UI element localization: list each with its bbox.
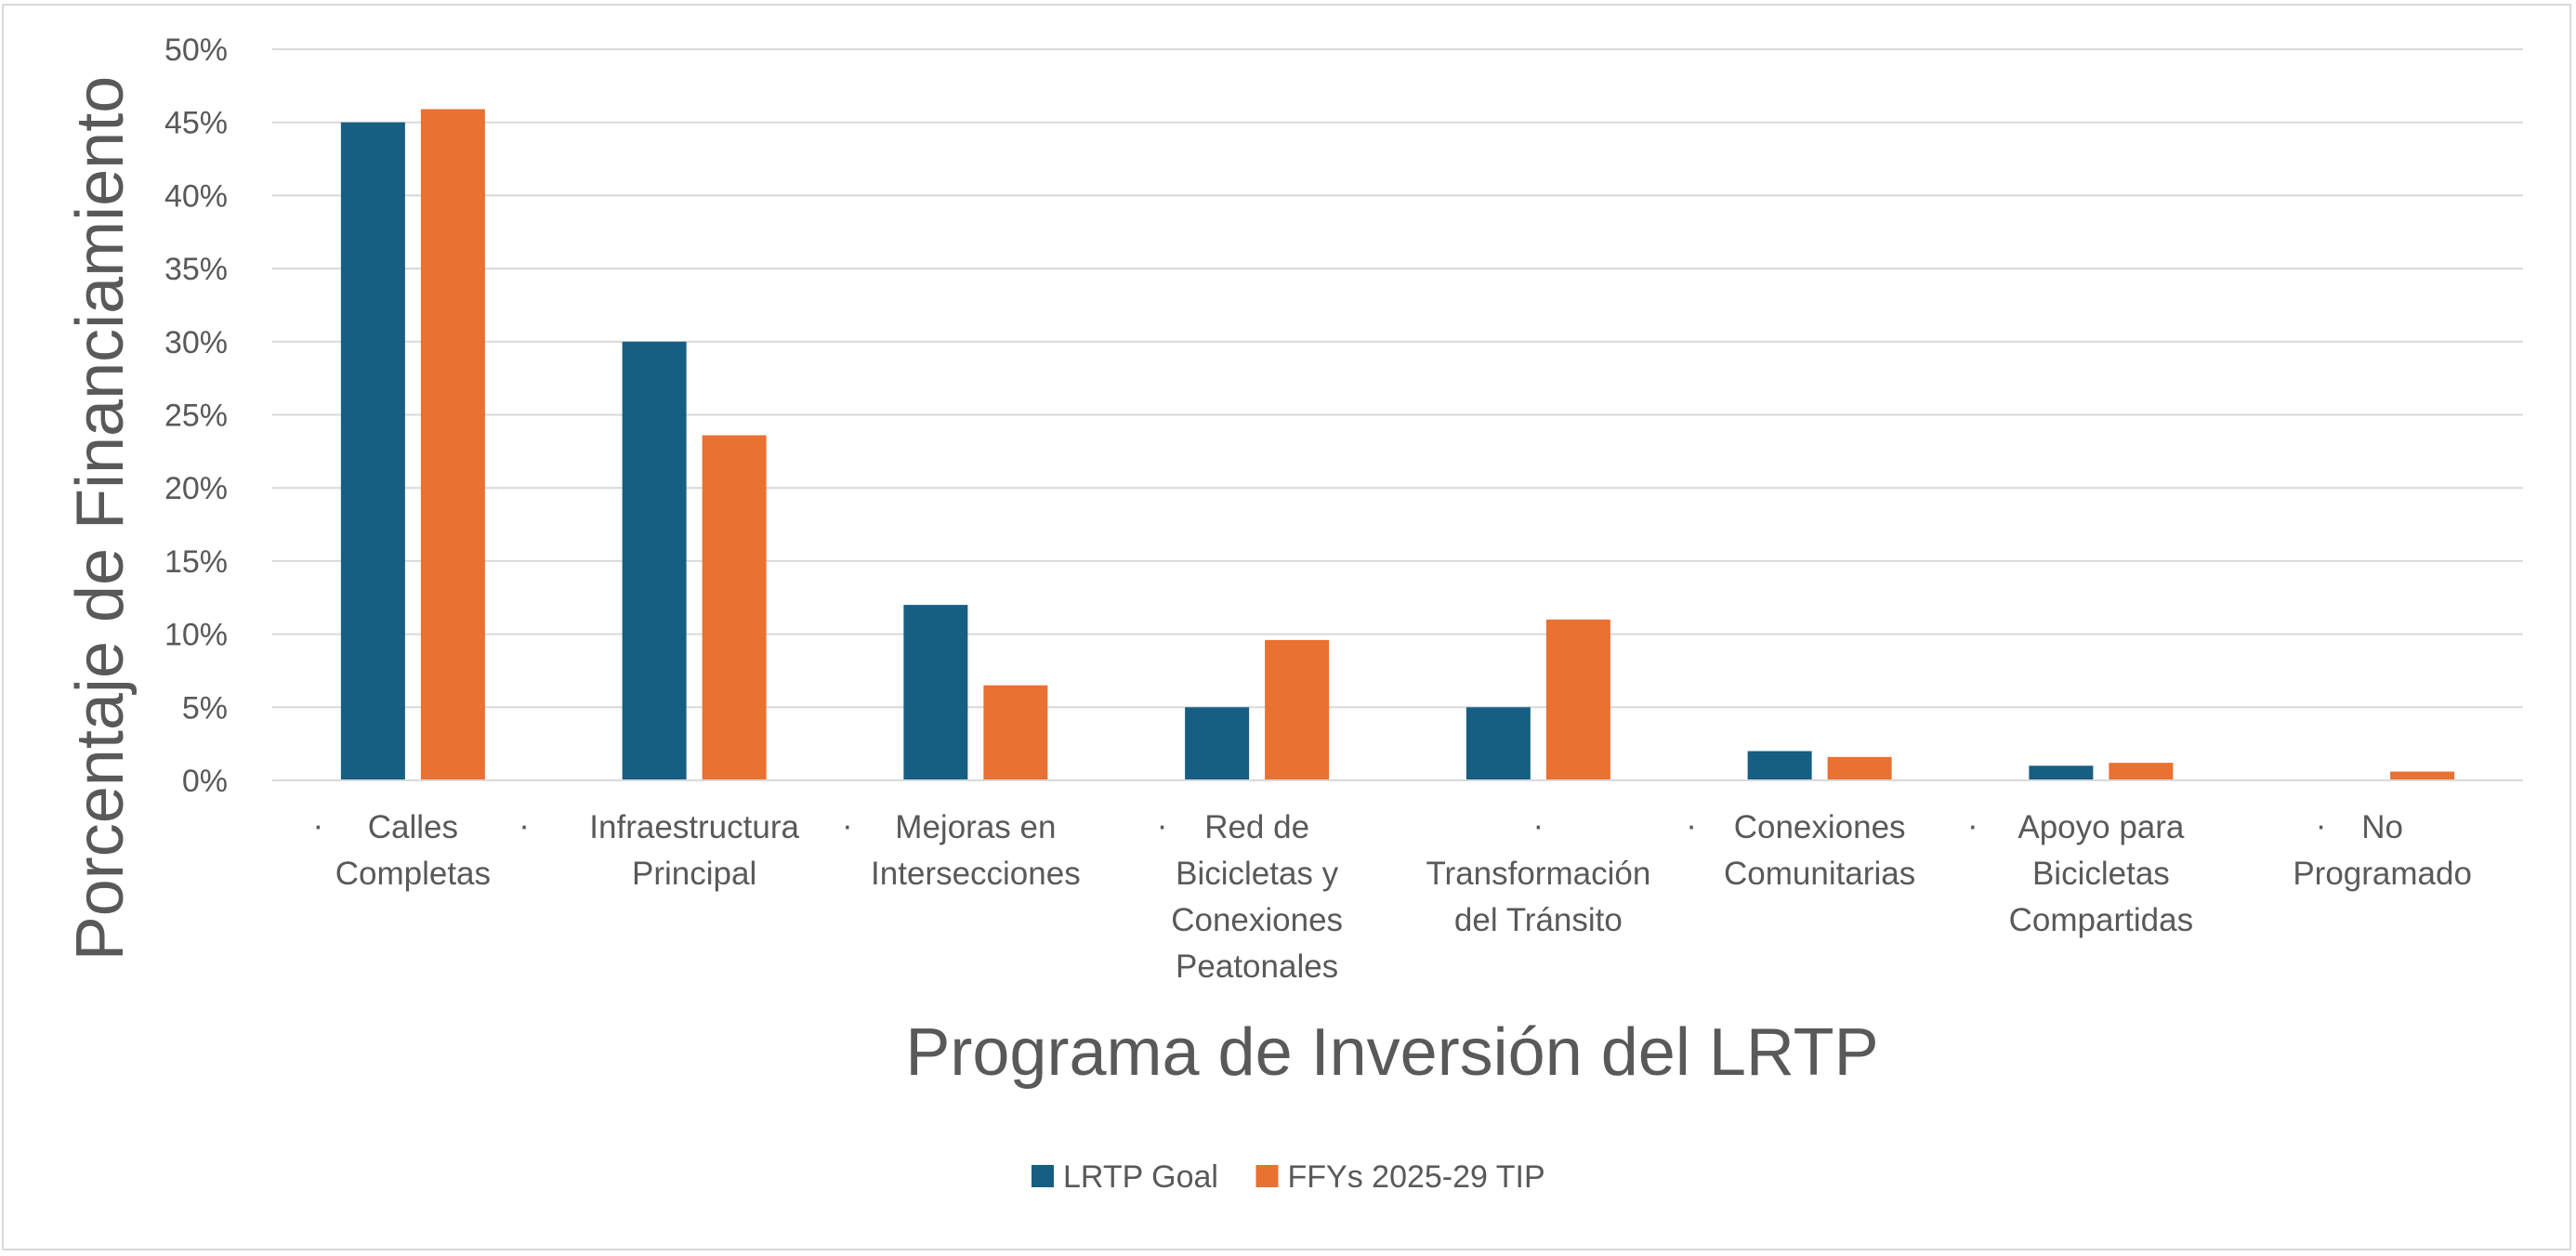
bar-ffys-tip-0 <box>420 109 485 780</box>
y-axis-tick-labels: 0% 5% 10% 15% 20% 25% 30% 35% 40% 45% 50% <box>164 33 228 799</box>
category-bullet: · <box>1686 807 1697 844</box>
bar-ffys-tip-3 <box>1265 639 1330 780</box>
category-bullet: · <box>2316 807 2327 844</box>
category-bullet: · <box>1533 807 1544 844</box>
category-labels: Calles Completas · Infraestructura Principal… <box>313 807 2472 985</box>
category-label-line: Programado <box>2293 856 2472 892</box>
bar-lrtp-goal-0 <box>340 122 405 780</box>
category-label-line: Mejoras en <box>895 809 1056 845</box>
category-label-line: Infraestructura <box>589 809 799 845</box>
bar-lrtp-goal-4 <box>1465 707 1531 780</box>
y-tick-label: 10% <box>164 618 228 653</box>
category-label-line: Transformación <box>1426 856 1650 892</box>
x-axis-title: Programa de Inversión del LRTP <box>905 1015 1878 1090</box>
y-tick-label: 30% <box>164 325 228 360</box>
bar-ffys-tip-4 <box>1545 619 1610 780</box>
y-tick-label: 15% <box>164 544 228 580</box>
bar-ffys-tip-1 <box>702 435 767 780</box>
legend-swatch <box>1032 1165 1054 1187</box>
bar-lrtp-goal-6 <box>2029 765 2094 780</box>
y-tick-label: 0% <box>182 764 228 799</box>
y-tick-label: 45% <box>164 106 228 141</box>
bars <box>340 109 2455 780</box>
bar-ffys-tip-5 <box>1827 756 1892 780</box>
legend-label: FFYs 2025-29 TIP <box>1288 1159 1545 1195</box>
category-bullet: · <box>313 807 324 844</box>
legend-label: LRTP Goal <box>1063 1159 1218 1195</box>
category-bullet: · <box>519 807 530 844</box>
category-label: No Programado · <box>2293 807 2472 892</box>
category-label-line: Conexiones <box>1171 902 1343 938</box>
category-label-line: Bicicletas y <box>1176 856 1339 892</box>
category-bullet: · <box>1967 807 1978 844</box>
category-label: Infraestructura Principal · <box>519 807 799 892</box>
y-tick-label: 25% <box>164 399 228 434</box>
y-tick-label: 40% <box>164 178 228 214</box>
category-label: Conexiones Comunitarias · <box>1686 807 1915 892</box>
category-label-line: Conexiones <box>1734 809 1906 845</box>
category-label: Transformación del Tránsito · <box>1426 807 1650 938</box>
bar-lrtp-goal-3 <box>1185 707 1250 780</box>
category-bullet: · <box>842 807 853 844</box>
bar-lrtp-goal-2 <box>903 605 968 780</box>
bar-lrtp-goal-1 <box>622 341 687 780</box>
category-label-line: Comunitarias <box>1724 856 1915 892</box>
category-label-line: Intersecciones <box>871 856 1081 892</box>
bar-lrtp-goal-5 <box>1747 751 1812 780</box>
bar-ffys-tip-2 <box>983 685 1048 780</box>
category-label: Mejoras en Intersecciones · <box>842 807 1081 892</box>
legend: LRTP Goal FFYs 2025-29 TIP <box>1032 1159 1545 1195</box>
category-label-line: No <box>2361 809 2403 845</box>
category-label-line: Principal <box>632 856 756 892</box>
y-tick-label: 35% <box>164 252 228 287</box>
y-axis-title: Porcentaje de Financiamiento <box>63 76 138 962</box>
category-label-line: Apoyo para <box>2017 809 2185 845</box>
category-label: Red de Bicicletas y Conexiones Peatonales · <box>1157 807 1343 985</box>
bar-ffys-tip-7 <box>2390 771 2455 780</box>
category-bullet: · <box>1157 807 1168 844</box>
gridlines <box>272 48 2523 709</box>
y-tick-label: 20% <box>164 471 228 506</box>
category-label: Apoyo para Bicicletas Compartidas · <box>1967 807 2193 938</box>
bar-ffys-tip-6 <box>2109 763 2174 780</box>
category-label-line: Completas <box>335 856 491 892</box>
category-label-line: Compartidas <box>2009 902 2193 938</box>
category-label-line: Calles <box>368 809 458 845</box>
category-label-line: Red de <box>1204 809 1309 845</box>
y-tick-label: 5% <box>182 690 228 726</box>
legend-swatch <box>1255 1165 1279 1187</box>
category-label-line: Bicicletas <box>2032 856 2170 892</box>
category-label: Calles Completas · <box>313 807 491 892</box>
y-tick-label: 50% <box>164 33 228 68</box>
category-label-line: del Tránsito <box>1454 902 1623 938</box>
category-label-line: Peatonales <box>1176 949 1338 985</box>
